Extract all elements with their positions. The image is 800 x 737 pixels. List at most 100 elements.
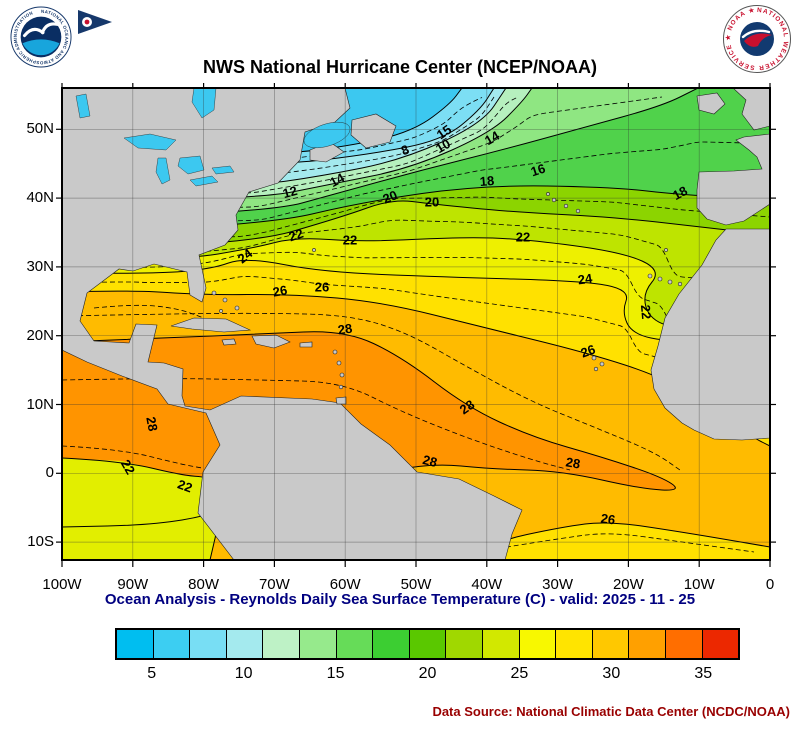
land-layer xyxy=(62,88,770,560)
colorbar-segment xyxy=(373,630,410,658)
colorbar-segment xyxy=(226,630,264,658)
contour-label: 12 xyxy=(281,183,299,201)
lat-label: 50N xyxy=(26,120,54,138)
contour-label: 20 xyxy=(380,187,399,206)
lon-label: 0 xyxy=(765,576,775,593)
lon-label: 100W xyxy=(42,576,82,593)
landmass xyxy=(335,396,347,405)
noaa-sea-shape xyxy=(22,39,60,56)
contour-label: 22 xyxy=(118,457,138,477)
landmass xyxy=(170,317,252,333)
contour-label: 22 xyxy=(176,476,195,495)
lakes-layer xyxy=(75,88,351,187)
island xyxy=(222,297,228,303)
island xyxy=(338,384,344,390)
island xyxy=(599,361,605,367)
island xyxy=(563,203,569,209)
colorbar-segment xyxy=(556,630,593,658)
contour-label: 22 xyxy=(516,230,530,245)
contour-label: 10 xyxy=(433,136,453,156)
lat-label: 20N xyxy=(26,326,54,344)
colorbar-segment xyxy=(592,630,630,658)
island xyxy=(551,197,557,203)
contour-label: 22 xyxy=(343,233,357,248)
lake xyxy=(189,175,219,187)
lat-label: 0 xyxy=(45,464,54,482)
page-title: NWS National Hurricane Center (NCEP/NOAA… xyxy=(202,57,598,77)
landmass xyxy=(696,92,726,115)
nws-bird-wing-icon xyxy=(741,29,771,39)
island xyxy=(657,276,663,282)
island xyxy=(234,305,240,311)
lake xyxy=(155,157,171,185)
landmass xyxy=(221,338,237,346)
contour-label: 28 xyxy=(457,397,477,418)
island xyxy=(593,366,599,372)
map-caption: Ocean Analysis - Reynolds Daily Sea Surf… xyxy=(104,591,696,608)
colorbar: 5 10 15 20 25 30 35 xyxy=(115,628,740,687)
contour-label: 26 xyxy=(600,511,616,528)
lake xyxy=(75,93,91,119)
island xyxy=(677,281,683,287)
lon-label: 90W xyxy=(117,576,149,593)
colorbar-segment xyxy=(409,630,447,658)
island xyxy=(339,372,345,378)
contour-label: 16 xyxy=(529,161,547,180)
contour-label: 22 xyxy=(638,304,654,320)
colorbar-segment xyxy=(153,630,191,658)
contour-label: 26 xyxy=(272,282,289,299)
colorbar-tick-label: 25 xyxy=(510,665,529,682)
grid-lines xyxy=(62,88,770,560)
contour-label: 18 xyxy=(670,183,690,203)
colorbar-segment xyxy=(336,630,374,658)
gulf-of-st-lawrence xyxy=(303,121,351,149)
contour-label: 26 xyxy=(315,280,329,295)
lat-label: 40N xyxy=(26,189,54,207)
lon-label: 60W xyxy=(329,576,361,593)
island xyxy=(312,248,316,252)
colorbar-tick-label: 5 xyxy=(147,665,157,682)
island xyxy=(336,360,342,366)
noaa-logo: NATIONAL OCEANIC AND ATMOSPHERIC ADMINIS… xyxy=(10,6,72,68)
noaa-flag-pennant-icon xyxy=(78,10,112,34)
lake xyxy=(177,155,205,175)
lake xyxy=(211,165,235,175)
colorbar-gradient xyxy=(115,628,740,660)
contour-label: 22 xyxy=(287,226,305,245)
contour-label: 28 xyxy=(337,321,353,338)
island xyxy=(546,192,550,196)
colorbar-segment xyxy=(263,630,300,658)
colorbar-segment xyxy=(702,630,739,658)
pennant-shape xyxy=(78,10,112,34)
colorbar-tick-labels: 5 10 15 20 25 30 35 xyxy=(115,663,740,687)
landmass xyxy=(299,341,313,348)
landmass xyxy=(732,88,770,131)
island xyxy=(575,208,581,214)
lake xyxy=(191,88,217,119)
colorbar-segment xyxy=(482,630,520,658)
lon-label: 70W xyxy=(258,576,290,593)
island xyxy=(332,349,338,355)
lon-label: 50W xyxy=(400,576,432,593)
colorbar-tick-label: 20 xyxy=(418,665,437,682)
contour-label: 26 xyxy=(579,341,598,360)
contour-label: 28 xyxy=(143,416,160,433)
colorbar-tick-label: 35 xyxy=(694,665,713,682)
lat-label: 10S xyxy=(27,533,54,551)
contour-label: 24 xyxy=(577,270,594,287)
noaa-seagull-wing-icon xyxy=(40,22,60,35)
lat-label: 30N xyxy=(26,257,54,275)
landmass xyxy=(251,334,291,349)
landmass xyxy=(350,113,397,149)
island xyxy=(219,309,223,313)
colorbar-segment xyxy=(446,630,483,658)
map-frame xyxy=(61,87,771,561)
data-source-note: Data Source: National Climatic Data Cent… xyxy=(432,704,790,719)
nws-bird-icon xyxy=(744,33,772,47)
colorbar-segment xyxy=(299,630,337,658)
landmass xyxy=(696,133,770,226)
colorbar-segment xyxy=(519,630,557,658)
